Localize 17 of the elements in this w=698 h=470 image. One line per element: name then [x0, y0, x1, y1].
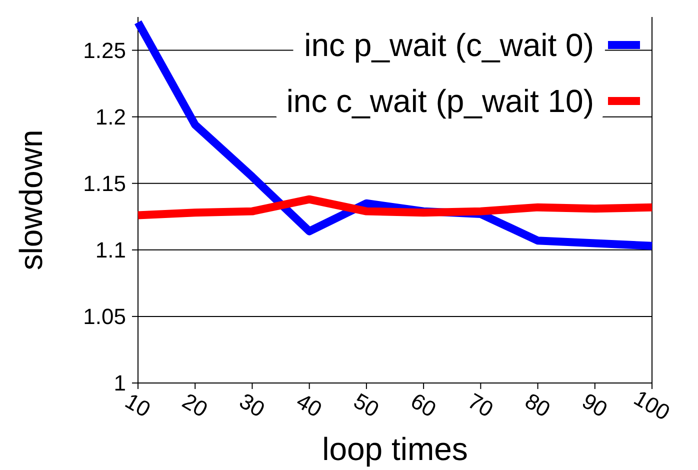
- x-tick-label: 20: [178, 388, 212, 422]
- y-axis-title: slowdown: [13, 130, 49, 270]
- x-tick-label: 80: [520, 388, 555, 422]
- x-tick-label: 50: [349, 388, 384, 422]
- y-tick-label: 1.1: [95, 238, 126, 263]
- y-tick-label: 1.15: [83, 171, 126, 196]
- x-tick-label: 70: [464, 388, 498, 422]
- x-tick-label: 60: [406, 388, 440, 422]
- x-tick-label: 40: [292, 388, 326, 422]
- y-tick-label: 1: [114, 370, 126, 396]
- x-tick-label: 90: [578, 388, 612, 422]
- y-tick-label: 1.25: [83, 38, 126, 63]
- y-tick-label: 1.2: [95, 104, 126, 130]
- x-tick-label: 100: [630, 385, 674, 426]
- x-tick-label: 30: [235, 388, 269, 422]
- x-axis-title: loop times: [322, 431, 468, 467]
- y-tick-label: 1.05: [83, 304, 126, 330]
